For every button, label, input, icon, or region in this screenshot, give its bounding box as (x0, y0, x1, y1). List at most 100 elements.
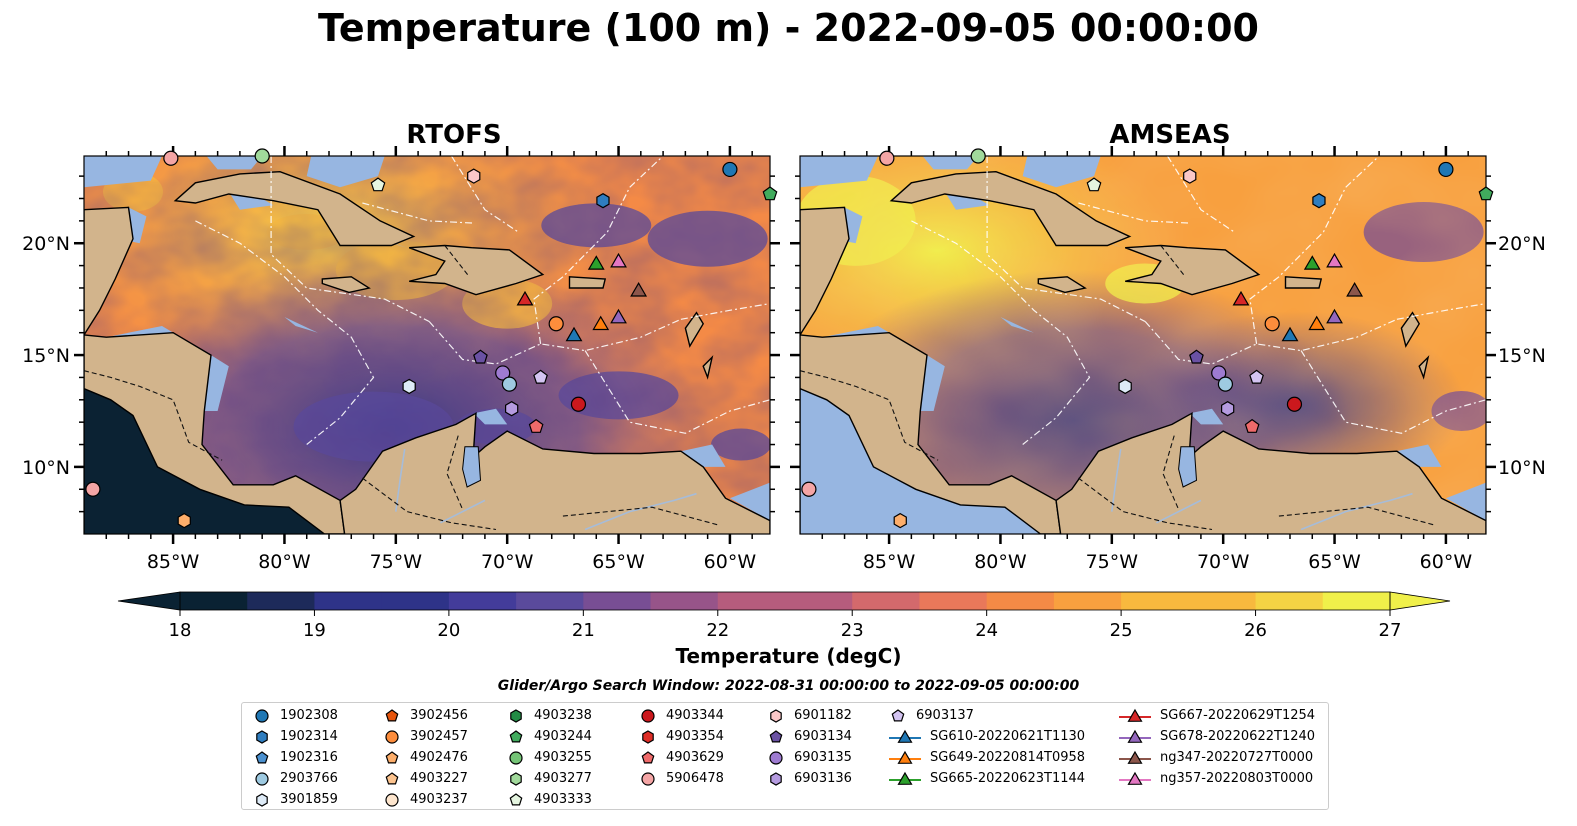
legend-item: 4903277 (506, 768, 592, 789)
colorbar-tick-label: 27 (1379, 620, 1402, 641)
float-marker (254, 148, 270, 164)
legend-marker-icon (385, 771, 399, 784)
float-marker (402, 378, 416, 395)
legend-marker-icon (1119, 708, 1151, 722)
legend-item: 4903255 (506, 747, 592, 768)
land-cuba (889, 170, 1132, 247)
float-marker (592, 315, 610, 331)
search-window-caption: Glider/Argo Search Window: 2022-08-31 00… (497, 678, 1080, 694)
float-marker (177, 512, 191, 529)
float-marker (1438, 161, 1454, 178)
float-marker (893, 512, 907, 529)
legend-item: 1902316 (252, 747, 338, 768)
float-marker (879, 150, 895, 166)
colorbar-extend-low (117, 591, 181, 611)
legend-label: 6901182 (794, 708, 852, 723)
lat-tick-label-left: 10°N (22, 457, 70, 479)
amseas-map (790, 146, 1496, 544)
legend-label: SG678-20220622T1240 (1160, 729, 1316, 744)
legend-marker-icon (255, 708, 269, 723)
legend-marker-icon (770, 708, 782, 723)
legend-label: SG665-20220623T1144 (930, 771, 1086, 786)
float-marker (610, 308, 627, 324)
legend-item: 6903137 (888, 705, 974, 726)
land-puertorico (1284, 276, 1323, 289)
float-marker (762, 186, 778, 201)
float-marker (1183, 168, 1197, 184)
legend-marker-icon (641, 771, 655, 786)
pacific-ocean (84, 388, 325, 534)
legend-label: 4903277 (534, 771, 592, 786)
lake-maracaibo (1178, 446, 1198, 488)
legend-label: 1902308 (280, 708, 338, 723)
float-marker (85, 481, 101, 497)
colorbar-tick-label: 22 (706, 620, 729, 641)
legend-item: 3901859 (252, 789, 338, 810)
float-marker (1326, 308, 1343, 324)
legend-item: 3902457 (382, 726, 468, 747)
float-marker (467, 168, 481, 184)
float-marker (1346, 282, 1364, 297)
float-marker (505, 401, 519, 417)
lon-tick-label: 60°W (1420, 551, 1473, 573)
legend-marker-icon (641, 750, 655, 763)
float-marker (970, 148, 986, 164)
float-marker (1286, 396, 1303, 412)
lon-tick-label: 65°W (592, 551, 645, 573)
legend-label: ng347-20220727T0000 (1160, 750, 1314, 765)
legend-marker-icon (509, 750, 523, 765)
legend-marker-icon (1119, 750, 1151, 764)
legend-marker-icon (509, 729, 523, 742)
land-antilles (684, 311, 705, 348)
rtofs-map (74, 146, 780, 544)
legend-marker-icon (256, 729, 268, 744)
float-marker (596, 193, 610, 209)
legend-item: ng347-20220727T0000 (1118, 747, 1313, 768)
float-marker (610, 252, 627, 268)
legend-marker-icon (889, 750, 921, 764)
legend-item: ng357-20220803T0000 (1118, 768, 1313, 789)
lon-tick-label: 85°W (863, 551, 916, 573)
legend-marker-icon (642, 729, 654, 744)
float-marker (528, 418, 544, 433)
float-marker (370, 177, 386, 192)
float-marker (1220, 401, 1235, 417)
float-marker (1086, 177, 1102, 192)
legend-label: SG649-20220814T0958 (930, 750, 1086, 765)
legend-label: 4903629 (666, 750, 724, 765)
legend-item: 3902456 (382, 705, 468, 726)
legend-label: 4903344 (666, 708, 724, 723)
land-puertorico (568, 276, 607, 289)
legend-marker-icon (1119, 771, 1151, 785)
land-hispaniola (1124, 244, 1261, 296)
land-antilles (1400, 311, 1421, 348)
legend-label: 4903227 (410, 771, 468, 786)
float-marker (1217, 376, 1234, 392)
float-marker (163, 150, 179, 166)
lat-tick-label-left: 20°N (22, 233, 70, 255)
lon-tick-label: 80°W (974, 551, 1027, 573)
colorbar: 18 19 20 21 22 23 24 25 26 27 (117, 591, 1451, 641)
land-jamaica (321, 276, 371, 294)
legend-item: 5906478 (638, 768, 724, 789)
pacific-ocean (800, 388, 1041, 534)
lon-tick-label: 65°W (1308, 551, 1361, 573)
float-marker (473, 349, 488, 364)
legend-label: 4903238 (534, 708, 592, 723)
float-marker (1118, 378, 1132, 395)
lon-tick-label: 70°W (1197, 551, 1250, 573)
legend-marker-icon (385, 792, 399, 807)
float-marker (495, 365, 511, 381)
legend-marker-icon (769, 750, 783, 765)
legend-item: 6903136 (766, 768, 852, 789)
lake-maracaibo (462, 446, 482, 488)
legend-label: 1902316 (280, 750, 338, 765)
legend-label: 1902314 (280, 729, 338, 744)
legend-item: 4903238 (506, 705, 592, 726)
lon-tick-label: 75°W (370, 551, 423, 573)
legend-label: 4903255 (534, 750, 592, 765)
legend-label: 4903244 (534, 729, 592, 744)
legend-label: ng357-20220803T0000 (1160, 771, 1314, 786)
map-figure: 18 19 20 21 22 23 24 25 26 27 85°W 85°W 80°W 80°W 75°… (22, 146, 1546, 641)
legend-marker-icon (510, 708, 522, 723)
